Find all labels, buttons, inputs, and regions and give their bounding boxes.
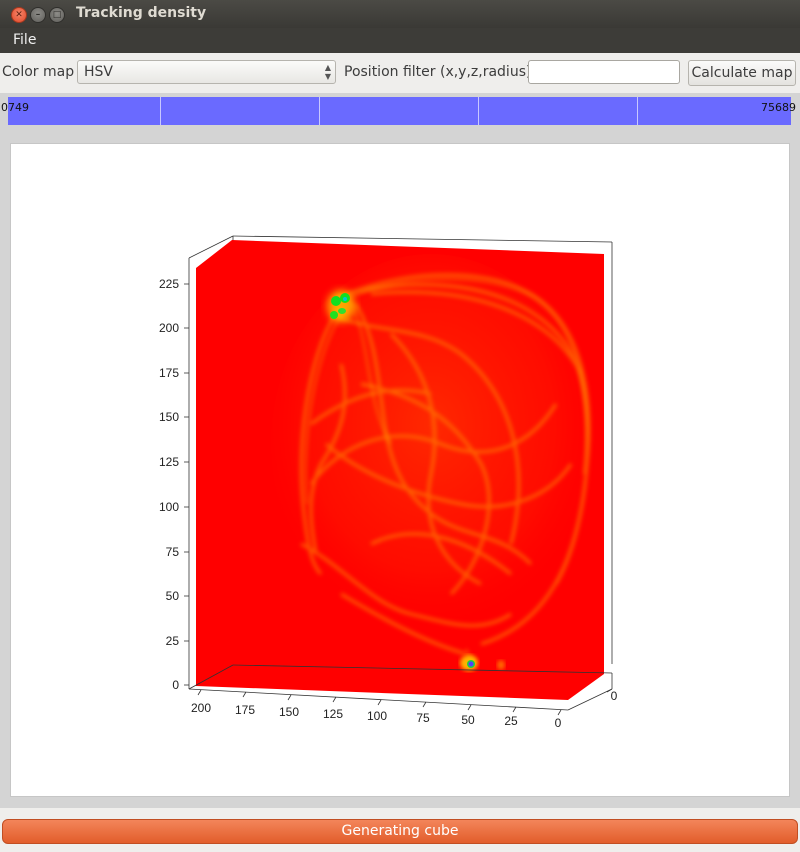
density-hotspots: [327, 290, 505, 671]
colorbar-min-label: 0749: [1, 101, 29, 114]
trajectory-traces: [299, 273, 591, 656]
z-tick-label: 75: [166, 545, 180, 559]
window-title: Tracking density: [76, 5, 207, 21]
z-tick-label: 150: [159, 410, 179, 424]
x-axis-labels: 200 175 150 125 100 75 50 25 0 0: [191, 689, 618, 730]
z-tick-label: 0: [172, 678, 179, 692]
z-tick-label: 225: [159, 277, 179, 291]
x-tick-label: 75: [416, 711, 430, 725]
density-cube-plot: 0 25 50 75 100 125 150 175 200 225 200: [159, 235, 618, 730]
colorbar-divider: [637, 97, 638, 125]
z-tick-label: 200: [159, 321, 179, 335]
x-tick-label: 0: [555, 716, 562, 730]
colorbar-max-label: 75689: [761, 101, 796, 114]
z-tick-label: 25: [166, 634, 180, 648]
plot-area[interactable]: 0 25 50 75 100 125 150 175 200 225 200: [10, 143, 790, 797]
colorbar-divider: [319, 97, 320, 125]
progress-bar: Generating cube: [2, 819, 798, 844]
x-tick-label: 25: [504, 714, 518, 728]
menu-file[interactable]: File: [13, 32, 37, 48]
title-bar: ✕ – □ Tracking density: [0, 0, 800, 28]
minimize-window-button[interactable]: –: [30, 7, 46, 23]
x-tick-label: 150: [279, 705, 299, 719]
toolbar: Color map HSV ▲ ▼ Position filter (x,y,z,…: [0, 53, 800, 93]
color-map-label: Color map: [2, 64, 75, 80]
z-tick-label: 50: [166, 589, 180, 603]
x-axis-ticks: [197, 688, 613, 716]
x-tick-label: 100: [367, 709, 387, 723]
density-glow: [271, 254, 591, 634]
position-filter-input[interactable]: [528, 60, 680, 84]
calculate-map-button[interactable]: Calculate map: [688, 60, 796, 86]
position-filter-label: Position filter (x,y,z,radius): [344, 64, 532, 80]
z-tick-label: 175: [159, 366, 179, 380]
z-axis-ticks: [184, 283, 189, 686]
color-map-value: HSV: [84, 64, 113, 80]
colorbar-divider: [478, 97, 479, 125]
menu-bar: File: [0, 28, 800, 53]
z-axis-labels: 0 25 50 75 100 125 150 175 200 225: [159, 277, 179, 692]
spin-arrows-icon: ▲ ▼: [324, 63, 331, 81]
cube-wireframe-front: [188, 664, 613, 711]
x-tick-label: 125: [323, 707, 343, 721]
colorbar: 0749 75689: [1, 97, 796, 125]
close-window-button[interactable]: ✕: [11, 7, 27, 23]
z-tick-label: 125: [159, 455, 179, 469]
z-tick-label: 100: [159, 500, 179, 514]
maximize-window-button[interactable]: □: [49, 7, 65, 23]
y-tick-label: 0: [611, 689, 618, 703]
x-tick-label: 50: [461, 713, 475, 727]
x-tick-label: 175: [235, 703, 255, 717]
color-map-select[interactable]: HSV ▲ ▼: [77, 60, 336, 84]
x-tick-label: 200: [191, 701, 211, 715]
colorbar-divider: [160, 97, 161, 125]
trajectory-traces-bright: [304, 278, 588, 663]
